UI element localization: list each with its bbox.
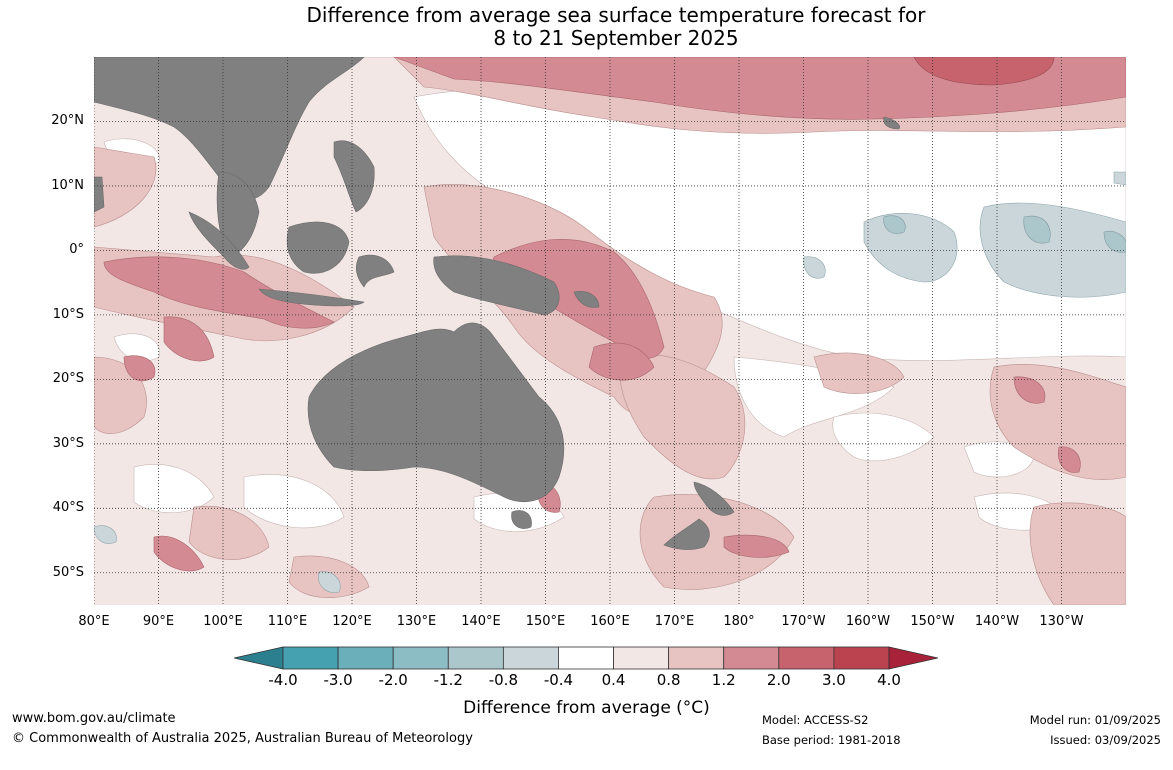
borneo-island [286,221,350,274]
philippines [333,140,375,213]
longitude-label: 140°W [974,614,1020,629]
colorbar-segment [723,646,780,670]
latitude-label: 50°S [52,564,84,580]
latitude-label: 10°S [52,306,84,322]
longitude-label: 100°E [203,614,243,629]
colorbar-segment [392,646,449,670]
colorbar-tick-label: 3.0 [821,671,846,689]
new-zealand-north-island [693,481,735,516]
indochina [216,171,260,258]
longitude-label: 180° [723,614,755,629]
colorbar-tick-label: -2.0 [378,671,408,689]
colorbar-tick-label: -1.2 [433,671,463,689]
cool-anomaly-regions [94,171,1126,593]
longitude-label: 130°E [396,614,437,629]
latitude-label: 20°N [51,113,84,129]
sst-anomaly-map [94,57,1126,605]
colorbar-segment [613,646,670,670]
longitude-label: 120°E [332,614,372,629]
longitude-label: 110°E [267,614,308,629]
colorbar-tick-label: -4.0 [268,671,298,689]
latitude-label: 0° [69,242,84,258]
colorbar-segment [778,646,835,670]
colorbar-label: Difference from average (°C) [463,698,710,718]
colorbar-tick-label: 2.0 [766,671,791,689]
tasmania-island [511,510,532,529]
neutral-anomaly-regions [103,88,1126,532]
land-masses [94,57,900,550]
latitude-label: 20°S [52,371,84,387]
colorbar-tick-label: 0.8 [656,671,681,689]
hawaii-islands [883,116,900,130]
colorbar-tick-label: 1.2 [711,671,736,689]
longitude-label: 170°W [781,614,826,629]
model-text: Model: ACCESS-S2 [762,713,869,727]
colorbar-segment [447,646,504,670]
longitude-label: 160°W [845,614,891,629]
longitude-label: 150°E [525,614,566,629]
colorbar [234,646,938,670]
longitude-label: 130°W [1039,614,1084,629]
copyright-text: © Commonwealth of Australia 2025, Austra… [12,731,473,746]
colorbar-segment [668,646,725,670]
sulawesi-island [355,254,395,288]
colorbar-segment [558,646,614,670]
latitude-label: 30°S [52,435,84,451]
issued-text: Issued: 03/09/2025 [1050,733,1161,747]
colorbar-segment [282,646,339,670]
colorbar-segment [337,646,394,670]
australia-mainland [307,322,565,503]
very-strong-warm-regions [913,57,1055,86]
stronger-cool-regions [883,215,1126,253]
java-island [258,288,365,307]
website-link[interactable]: www.bom.gov.au/climate [12,711,176,726]
longitude-label: 150°W [910,614,955,629]
longitude-label: 170°E [654,614,695,629]
latitude-label: 10°N [51,177,84,193]
colorbar-tick-label: 4.0 [877,671,901,689]
colorbar-over-triangle [888,646,938,670]
base-period-text: Base period: 1981-2018 [762,733,901,747]
lat-lon-gridlines [94,57,1126,605]
model-run-text: Model run: 01/09/2025 [1029,713,1161,727]
colorbar-segment [502,646,559,670]
longitude-label: 80°E [78,614,110,629]
longitude-label: 140°E [461,614,501,629]
new-zealand-south-island [663,518,710,550]
colorbar-tick-label: -3.0 [323,671,353,689]
title-line-2: 8 to 21 September 2025 [493,26,739,50]
sumatra-island [188,211,250,270]
colorbar-tick-label: -0.4 [543,671,574,689]
title-line-1: Difference from average sea surface temp… [306,3,926,27]
longitude-label: 90°E [142,614,175,629]
colorbar-tick-label: -0.8 [488,671,518,689]
colorbar-tick-label: 0.4 [601,671,626,689]
latitude-label: 40°S [52,500,84,516]
map-title: Difference from average sea surface temp… [0,4,1173,50]
longitude-label: 160°E [590,614,630,629]
colorbar-segment [833,646,890,670]
colorbar-under-triangle [234,646,284,670]
